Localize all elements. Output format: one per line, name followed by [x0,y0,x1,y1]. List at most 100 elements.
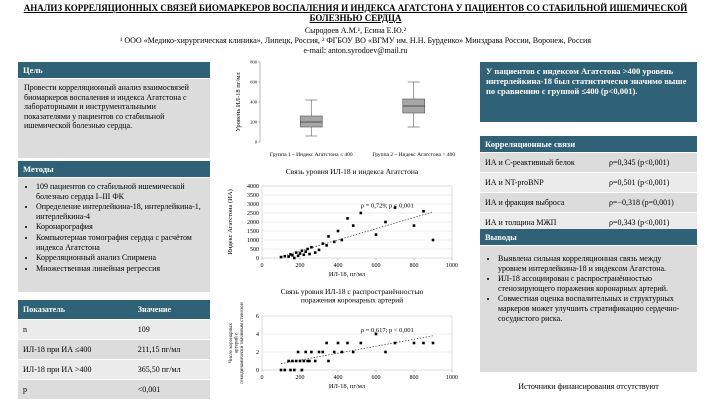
list-item: 109 пациентов со стабильной ишемической … [36,182,204,201]
conclusions-box: Выявлена сильная корреляционная связь ме… [480,246,697,372]
point [294,251,298,254]
chart-title: поражения коронарных артерий [301,296,403,305]
table-cell: ρ=−0,318 (p=0,001) [603,192,697,213]
list-item: Совместная оценка воспалительных и струк… [498,294,691,323]
scatter-chart: Связь уровня ИЛ-18 и индекса Агатстона 0 5… [227,167,458,278]
affiliations: ¹ ООО «Медико-хирургическая клиника», Ли… [119,36,592,45]
point [308,359,311,363]
point [306,359,309,363]
table-cell: 109 [132,319,210,340]
point [298,252,302,255]
annotation: ρ = 0,617; p < 0,001 [361,327,414,334]
point [332,240,336,244]
y-tick-label: 2 [256,350,259,356]
point [412,224,416,227]
point [302,359,306,363]
x-tick-label: 0 [261,375,264,381]
point [306,247,309,251]
table-cell: 365,50 пг/мл [132,359,210,380]
point [300,249,304,253]
x-tick-label: 200 [296,263,305,269]
y-tick-label: 4000 [247,184,259,190]
point [287,255,290,258]
table-cell: ИА и NT-proBNP [480,172,604,193]
point [351,224,355,227]
point [393,206,397,209]
point [296,350,300,354]
y-axis-label: Индекс Агатстона (ИА) [227,189,234,254]
table-row: p <0,001 [18,379,210,400]
x-tick-label: 600 [372,263,381,269]
point [325,244,328,247]
x-tick-label: 1000 [446,263,458,269]
conclusions-list: Выявлена сильная корреляционная связь ме… [486,254,691,323]
annotation: ρ = 0,729; p < 0,001 [361,203,414,210]
point [287,359,290,363]
table-cell: <0,001 [132,379,210,400]
table-cell: ρ=0,501 (p<0,001) [603,172,697,193]
methods-box: 109 пациентов со стабильной ишемической … [18,178,210,292]
table-row: ИА и С-реактивный белок ρ=0,345 (p<0,001) [480,153,697,173]
table-cell: n [18,319,133,340]
list-item: Определение интерлейкина-18, интерлейкин… [36,202,204,221]
header-cell: Показатель [18,300,133,320]
y-tick-label: 1000 [247,238,259,244]
y-tick-label: 3500 [247,193,259,199]
point [431,238,435,242]
point [300,368,304,372]
y-tick-label: 2500 [247,211,259,217]
header-cell: Значение [132,300,210,320]
point [283,254,287,258]
point [384,220,387,224]
list-item: Корреляционный анализ Спирмена [36,253,204,263]
x-tick-label: 400 [334,263,343,269]
table-cell: ИЛ-18 при ИА >400 [18,359,133,380]
point [304,350,307,354]
point [291,254,294,257]
table-row: ИА и фракция выброса ρ=−0,318 (p=0,001) [480,192,697,213]
x-tick-label: 600 [372,375,381,381]
x-tick-label: 800 [410,375,419,381]
authors: Сыродоев А.М.¹, Есина Е.Ю.² [304,26,407,35]
point [327,359,330,363]
point [313,359,317,363]
x-tick-label: Группа 2 – Индекс Агатстона > 400 [372,152,455,158]
x-tick-label: 800 [410,263,419,269]
table-cell: p [18,379,133,400]
list-item: ИЛ-18 ассоциирован с распространённостью… [498,274,691,293]
table-row: ИЛ-18 при ИА ≤400 211,15 пг/мл [18,339,210,360]
table-cell: 211,15 пг/мл [132,339,210,360]
y-tick-label: 4 [256,332,259,338]
chart-title: Связь уровня ИЛ-18 с распространённостью [281,287,424,296]
poster-title: АНАЛИЗ КОРРЕЛЯЦИОННЫХ СВЯЗЕЙ БИОМАРКЕРОВ… [23,3,688,23]
y-tick-label: 1500 [247,229,259,235]
trend-line [280,211,434,258]
point [279,255,283,259]
y-tick-label: 600 [250,80,258,85]
list-item: Компьютерная томография сердца с расчёто… [36,233,204,252]
point [289,368,292,372]
scatter-chart: Связь уровня ИЛ-18 с распространённостью… [229,287,458,390]
point [317,350,321,354]
point [431,341,435,345]
conclusions-title: Выводы [480,229,697,245]
point [321,242,325,245]
point [336,341,340,345]
correlations-table: ИА и С-реактивный белок ρ=0,345 (p<0,001)… [480,153,697,233]
x-tick-label: 1000 [446,375,458,381]
point [321,350,325,354]
x-tick-label: 0 [261,263,264,269]
point [279,368,283,372]
point [313,251,317,254]
y-axis-label: гемодинамически значимым стенозом [240,302,245,384]
x-tick-label: 400 [334,375,343,381]
y-tick-label: 400 [250,100,258,105]
chart-title: Связь уровня ИЛ-18 и индекса Агатстона [286,167,419,176]
table-cell: ИЛ-18 при ИА ≤400 [18,339,133,360]
y-tick-label: 0 [256,368,259,374]
y-tick-label: 0 [256,256,259,262]
point [308,252,311,256]
point [340,238,344,242]
y-tick-label: 500 [250,247,259,253]
